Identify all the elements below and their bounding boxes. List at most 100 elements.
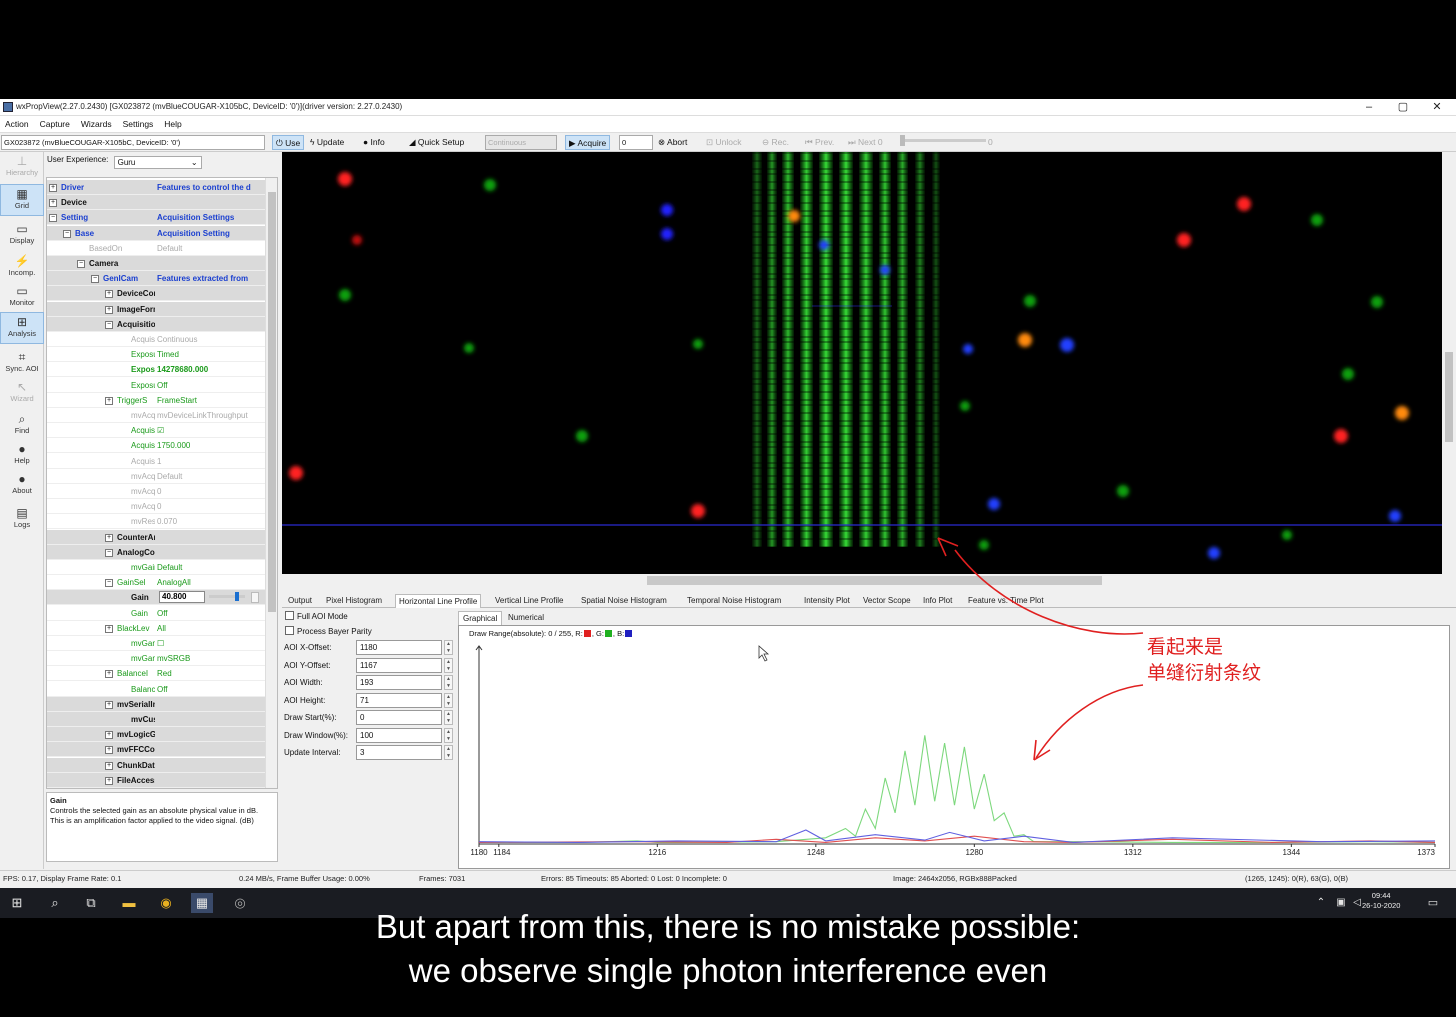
collapse-icon[interactable]: −	[105, 320, 113, 329]
menu-help[interactable]: Help	[164, 119, 182, 129]
user-experience-select[interactable]: Guru ⌄	[113, 156, 202, 169]
aoi-field-spinner[interactable]: ▲ ▼	[444, 657, 453, 673]
tree-row[interactable]: − Base Acquisition Setting	[47, 225, 265, 241]
aoi-field-spinner[interactable]: ▲ ▼	[444, 692, 453, 708]
tree-row[interactable]: Acquisit1	[47, 454, 265, 469]
tree-row[interactable]: mvCustomData	[47, 712, 265, 727]
tree-row[interactable]: + TriggerS FrameStart	[47, 393, 265, 408]
collapse-icon[interactable]: −	[49, 214, 57, 223]
tab-vertical-line-profile[interactable]: Vertical Line Profile	[495, 596, 564, 605]
expand-icon[interactable]: +	[105, 761, 113, 770]
menu-settings[interactable]: Settings	[122, 119, 154, 129]
horizontal-scrollbar-thumb[interactable]	[647, 576, 1102, 585]
file-explorer-icon[interactable]: ▬	[122, 895, 136, 910]
tree-row[interactable]: + Driver Features to control the d	[47, 180, 265, 195]
aoi-field-input[interactable]: 1180	[356, 640, 442, 655]
tree-row[interactable]: mvResu0.070	[47, 514, 265, 530]
previous-button[interactable]: ⏮ Prev.	[805, 137, 835, 147]
leftbar-about-button[interactable]: ● About	[0, 470, 44, 502]
windows-start-icon[interactable]: ⊞	[11, 895, 23, 910]
tree-scrollbar[interactable]	[265, 178, 277, 788]
leftbar-hierarchy-button[interactable]: ⊥ Hierarchy	[0, 152, 44, 184]
task-view-icon[interactable]: ⧉	[86, 895, 96, 910]
tree-row[interactable]: mvAcqu0	[47, 499, 265, 515]
vertical-scrollbar-thumb[interactable]	[1445, 352, 1453, 442]
acquisition-mode-select[interactable]: Continuous	[485, 135, 557, 150]
frame-slider[interactable]	[900, 135, 986, 146]
tree-row[interactable]: ExposureOff	[47, 378, 265, 393]
tree-row[interactable]: Exposur14278680.000	[47, 362, 265, 378]
expand-icon[interactable]: +	[105, 396, 113, 405]
tree-row[interactable]: AcquisitContinuous	[47, 332, 265, 347]
tree-row[interactable]: + Device	[47, 195, 265, 211]
expand-icon[interactable]: +	[105, 533, 113, 542]
leftbar-monitor-button[interactable]: ▭ Monitor	[0, 282, 44, 314]
tab-spatial-noise-histogram[interactable]: Spatial Noise Histogram	[581, 596, 667, 605]
tree-row[interactable]: BalanceIOff	[47, 682, 265, 697]
tab-numerical[interactable]: Numerical	[508, 613, 545, 622]
gain-spinner[interactable]	[251, 592, 259, 604]
unlock-button[interactable]: ⊡ Unlock	[706, 137, 742, 147]
tree-row[interactable]: + mvSerialInterfaceControl	[47, 696, 265, 712]
aoi-field-input[interactable]: 0	[356, 710, 442, 725]
tree-row[interactable]: + DeviceControl	[47, 286, 265, 302]
property-tree[interactable]: + Driver Features to control the d + Device −…	[46, 177, 278, 789]
app-taskbar-icon[interactable]: ◎	[234, 895, 246, 910]
tree-scrollbar-thumb[interactable]	[268, 192, 276, 612]
menu-wizards[interactable]: Wizards	[80, 119, 112, 129]
tab-feature-vs-time-plot[interactable]: Feature vs. Time Plot	[968, 596, 1044, 605]
quick-setup-button[interactable]: ◢ Quick Setup	[409, 137, 465, 147]
record-button[interactable]: ⊖ Rec.	[762, 137, 789, 147]
aoi-field-spinner[interactable]: ▲ ▼	[444, 675, 453, 690]
acquire-count-input[interactable]: 0	[619, 135, 653, 150]
chrome-icon[interactable]: ◉	[160, 895, 172, 910]
update-button[interactable]: ϟ Update	[310, 137, 345, 147]
collapse-icon[interactable]: −	[63, 229, 71, 238]
aoi-field-spinner[interactable]: ▲ ▼	[444, 745, 453, 760]
image-display[interactable]	[282, 152, 1442, 574]
tree-row[interactable]: mvGammvSRGB	[47, 651, 265, 667]
tree-row[interactable]: −AcquisitionControl	[47, 316, 265, 332]
maximize-button[interactable]: ▢	[1397, 101, 1409, 113]
menu-action[interactable]: Action	[5, 119, 29, 129]
image-horizontal-scrollbar[interactable]	[282, 574, 1442, 587]
leftbar-incomp-button[interactable]: ⚡ Incomp.	[0, 252, 44, 284]
leftbar-help-button[interactable]: ● Help	[0, 440, 44, 472]
tree-row[interactable]: − Camera	[47, 256, 265, 271]
collapse-icon[interactable]: −	[105, 548, 113, 557]
expand-icon[interactable]: +	[105, 305, 113, 314]
expand-icon[interactable]: +	[105, 731, 113, 740]
tree-row[interactable]: mvGainIDefault	[47, 560, 265, 575]
menu-capture[interactable]: Capture	[39, 119, 70, 129]
expand-icon[interactable]: +	[105, 624, 113, 633]
notifications-icon[interactable]: ▭	[1427, 897, 1439, 909]
collapse-icon[interactable]: −	[91, 275, 99, 284]
leftbar-logs-button[interactable]: ▤ Logs	[0, 504, 44, 536]
use-button[interactable]: ⏻ Use	[272, 135, 305, 150]
tree-row[interactable]: Acquisit☑	[47, 423, 265, 439]
gain-slider[interactable]	[209, 592, 245, 602]
tree-row[interactable]: + FileAccessControl	[47, 772, 265, 788]
aoi-field-spinner[interactable]: ▲ ▼	[444, 640, 453, 655]
expand-icon[interactable]: +	[105, 290, 113, 299]
full-aoi-checkbox[interactable]: Full AOI Mode	[285, 611, 348, 622]
tree-row[interactable]: + mvLogicGateControl	[47, 727, 265, 743]
tree-row[interactable]: Gain 40.800	[47, 590, 265, 606]
aoi-field-spinner[interactable]: ▲ ▼	[444, 727, 453, 743]
tree-row[interactable]: ExposureTimed	[47, 347, 265, 363]
tab-temporal-noise-histogram[interactable]: Temporal Noise Histogram	[687, 596, 782, 605]
leftbar-grid-button[interactable]: ▦ Grid	[0, 184, 44, 216]
aoi-field-input[interactable]: 1167	[356, 657, 442, 673]
tray-chevron-icon[interactable]: ⌃	[1316, 897, 1326, 908]
tree-row[interactable]: + BalanceI Red	[47, 666, 265, 682]
gain-input[interactable]: 40.800	[159, 591, 205, 604]
network-icon[interactable]: ▣	[1336, 897, 1346, 908]
tree-row[interactable]: + ImageFormatControl	[47, 301, 265, 317]
tree-row[interactable]: mvAcqu0	[47, 484, 265, 499]
tree-row[interactable]: Acquisit1750.000	[47, 438, 265, 454]
acquire-button[interactable]: ▶ Acquire	[565, 135, 611, 150]
tab-intensity-plot[interactable]: Intensity Plot	[804, 596, 850, 605]
tree-row[interactable]: BasedOn Default	[47, 241, 265, 256]
tab-horizontal-line-profile[interactable]: Horizontal Line Profile	[395, 594, 482, 608]
aoi-field-input[interactable]: 71	[356, 692, 442, 708]
